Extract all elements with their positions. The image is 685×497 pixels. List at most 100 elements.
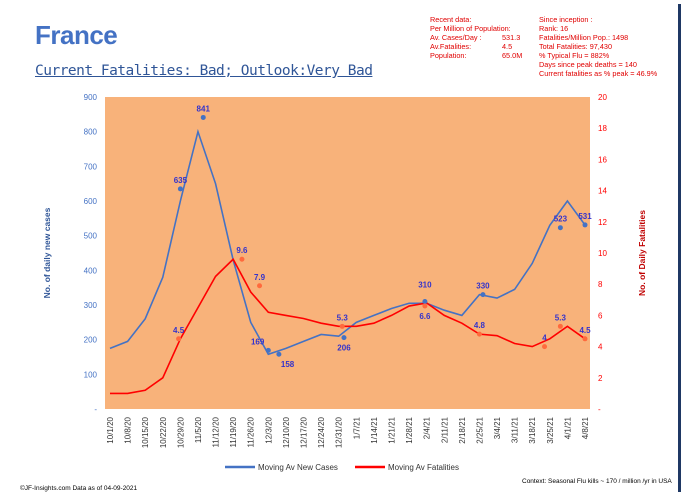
cases-label: Av. Cases/Day : bbox=[430, 33, 482, 42]
inception-5: Days since peak deaths = 140 bbox=[539, 60, 637, 69]
inception-4: % Typical Flu = 882% bbox=[539, 51, 610, 60]
x-tick-label: 3/11/21 bbox=[511, 416, 520, 443]
population-value: 65.0M bbox=[502, 51, 523, 60]
inception-3: Total Fatalities: 97,430 bbox=[539, 42, 613, 51]
data-point bbox=[257, 283, 263, 289]
data-label: 841 bbox=[197, 104, 211, 113]
x-tick-label: 1/21/21 bbox=[387, 416, 396, 443]
inception-0: Since inception : bbox=[539, 15, 593, 24]
x-tick-label: 11/12/20 bbox=[212, 416, 221, 447]
data-point bbox=[341, 335, 347, 341]
x-tick-label: 1/7/21 bbox=[352, 416, 361, 439]
x-tick-label: 4/1/21 bbox=[563, 416, 572, 439]
data-label: 5.3 bbox=[555, 313, 567, 322]
y-tick-label: 900 bbox=[84, 93, 98, 102]
page-title: France bbox=[35, 20, 118, 50]
y-tick-label: 500 bbox=[84, 232, 98, 241]
series-line-fatalities bbox=[110, 257, 586, 395]
recent-heading: Recent data: bbox=[430, 15, 472, 24]
data-label: 158 bbox=[281, 360, 295, 369]
population-label: Population: bbox=[430, 51, 467, 60]
data-point bbox=[582, 336, 588, 342]
data-point bbox=[176, 336, 182, 342]
y-tick-label: 100 bbox=[84, 370, 98, 379]
data-point bbox=[276, 351, 282, 357]
x-tick-label: 12/31/20 bbox=[335, 416, 344, 448]
x-tick-label: 10/29/20 bbox=[176, 416, 185, 448]
y2-tick-label: 12 bbox=[598, 218, 607, 227]
data-label: 169 bbox=[251, 337, 265, 346]
data-label: 4.5 bbox=[173, 326, 185, 335]
x-tick-label: 3/25/21 bbox=[546, 416, 555, 443]
x-tick-label: 11/19/20 bbox=[229, 416, 238, 447]
x-tick-label: 11/26/20 bbox=[247, 416, 256, 447]
data-label: 4.5 bbox=[579, 326, 591, 335]
data-point bbox=[339, 323, 345, 329]
data-label: 310 bbox=[418, 281, 432, 290]
per-million-label: Per Million of Population: bbox=[430, 24, 511, 33]
series-line-cases bbox=[109, 128, 586, 356]
y2-tick-label: 16 bbox=[598, 155, 607, 164]
data-point bbox=[582, 222, 588, 228]
y-tick-label: 600 bbox=[84, 197, 98, 206]
legend-label-cases: Moving Av New Cases bbox=[258, 463, 338, 472]
x-tick-label: 1/28/21 bbox=[405, 416, 414, 443]
y-tick-label: 800 bbox=[84, 128, 98, 137]
y2-tick-label: 20 bbox=[598, 93, 607, 102]
data-point bbox=[200, 114, 206, 120]
y-tick-label: 700 bbox=[84, 162, 98, 171]
y-tick-label: 400 bbox=[84, 266, 98, 275]
x-tick-label: 10/1/20 bbox=[106, 416, 115, 443]
y-tick-label: - bbox=[94, 405, 97, 414]
data-label: 4.8 bbox=[474, 321, 486, 330]
x-tick-label: 10/22/20 bbox=[159, 416, 168, 448]
x-tick-label: 11/5/20 bbox=[194, 416, 203, 443]
data-label: 4 bbox=[542, 334, 547, 343]
y2-tick-label: 8 bbox=[598, 280, 603, 289]
data-label: 5.3 bbox=[337, 313, 349, 322]
y2-tick-label: - bbox=[598, 405, 601, 414]
y2-axis-label: No. of Daily Fatalities bbox=[637, 210, 647, 296]
data-point bbox=[422, 299, 428, 305]
x-tick-label: 1/14/21 bbox=[370, 416, 379, 443]
y2-tick-label: 4 bbox=[598, 343, 603, 352]
subtitle: Current Fatalities: Bad; Outlook:Very Ba… bbox=[35, 63, 373, 79]
data-label: 330 bbox=[476, 282, 490, 291]
data-label: 531 bbox=[578, 212, 592, 221]
data-point bbox=[239, 256, 245, 262]
inception-6: Current fatalities as % peak = 46.9% bbox=[539, 69, 658, 78]
footer-source: ©JF-Insights.com Data as of 04-09-2021 bbox=[20, 485, 138, 492]
cases-value: 531.3 bbox=[502, 33, 521, 42]
y2-tick-label: 2 bbox=[598, 374, 603, 383]
data-point bbox=[542, 344, 548, 350]
data-label: 6.6 bbox=[419, 312, 431, 321]
y2-tick-label: 18 bbox=[598, 124, 607, 133]
y2-tick-label: 6 bbox=[598, 311, 603, 320]
x-tick-label: 10/8/20 bbox=[124, 416, 133, 443]
data-point bbox=[265, 347, 271, 353]
data-label: 523 bbox=[554, 215, 568, 224]
y-tick-label: 200 bbox=[84, 336, 98, 345]
x-tick-label: 12/3/20 bbox=[264, 416, 273, 443]
data-point bbox=[177, 186, 183, 192]
inception-2: Fatalities/Million Pop.: 1498 bbox=[539, 33, 629, 42]
x-tick-label: 12/24/20 bbox=[317, 416, 326, 448]
data-label: 206 bbox=[337, 344, 351, 353]
x-tick-label: 2/18/21 bbox=[458, 416, 467, 443]
data-point bbox=[557, 225, 563, 231]
data-label: 635 bbox=[174, 176, 188, 185]
data-label: 9.6 bbox=[236, 246, 248, 255]
x-tick-label: 4/8/21 bbox=[581, 416, 590, 439]
data-point bbox=[476, 331, 482, 337]
y-tick-label: 300 bbox=[84, 301, 98, 310]
fatalities-label: Av.Fatalities: bbox=[430, 42, 472, 51]
data-point bbox=[422, 303, 428, 309]
fatalities-value: 4.5 bbox=[502, 42, 513, 51]
data-label: 7.9 bbox=[254, 273, 266, 282]
legend-label-fatalities: Moving Av Fatalities bbox=[388, 463, 459, 472]
inception-1: Rank: 16 bbox=[539, 24, 569, 33]
x-tick-label: 2/11/21 bbox=[440, 416, 449, 443]
plot-area bbox=[105, 97, 590, 409]
